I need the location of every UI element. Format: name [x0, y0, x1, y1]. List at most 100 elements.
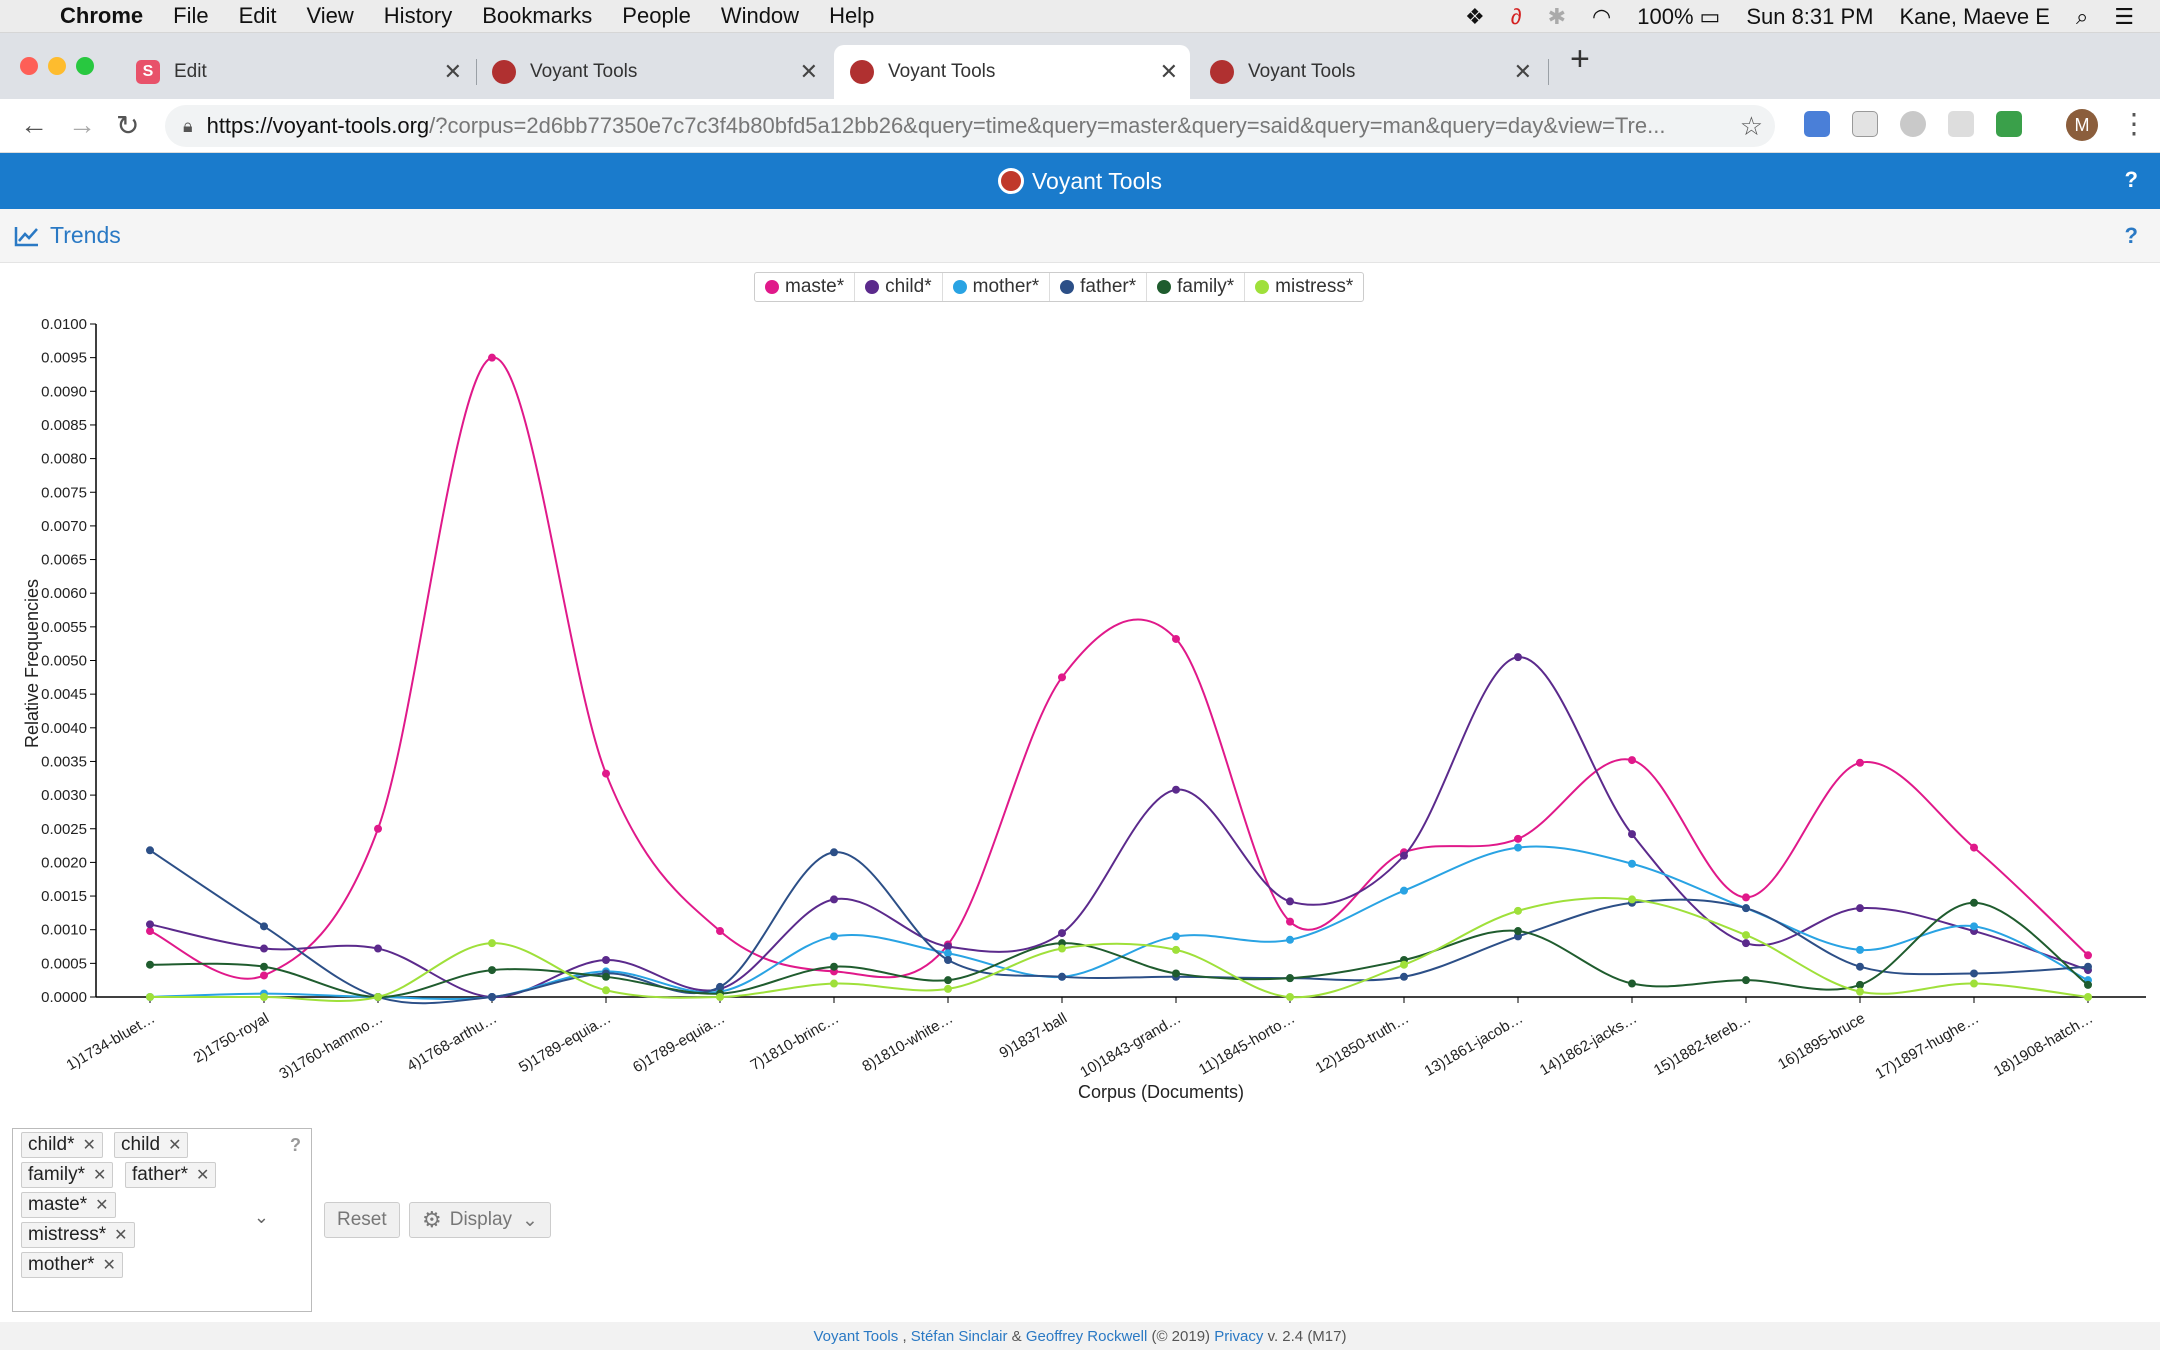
acrobat-icon[interactable]: ∂: [1510, 3, 1522, 29]
panel-title[interactable]: Trends: [50, 222, 121, 248]
panel-help-button[interactable]: ?: [2124, 223, 2138, 248]
extension-icon[interactable]: [1948, 111, 1974, 137]
legend-dot: [1060, 280, 1075, 294]
remove-tag-icon[interactable]: ✕: [195, 1167, 210, 1184]
spotlight-icon[interactable]: ⌕: [2075, 3, 2089, 29]
menu-window[interactable]: Window: [720, 3, 800, 28]
close-icon[interactable]: ✕: [1513, 59, 1532, 84]
tab-edit[interactable]: S Edit ✕: [124, 45, 474, 99]
remove-tag-icon[interactable]: ✕: [95, 1197, 109, 1214]
tab-voyant-2-active[interactable]: Voyant Tools ✕: [834, 45, 1190, 99]
data-point-mother: [1514, 843, 1522, 852]
s-icon: S: [136, 60, 160, 84]
data-point-child: [1058, 929, 1066, 938]
window-minimize-button[interactable]: [48, 57, 66, 75]
bookmark-star-icon[interactable]: ☆: [1739, 110, 1763, 141]
tab-voyant-1[interactable]: Voyant Tools ✕: [480, 45, 830, 99]
x-tick-label: 18)1908-hatch…: [1991, 1010, 2096, 1081]
dropbox-icon[interactable]: ❖: [1464, 3, 1485, 29]
data-point-father: [146, 846, 154, 855]
footer-privacy-link[interactable]: Privacy: [1214, 1327, 1264, 1345]
close-icon[interactable]: ✕: [1159, 59, 1178, 84]
forward-arrow-icon[interactable]: →: [68, 109, 96, 140]
reset-button[interactable]: Reset: [324, 1202, 400, 1238]
data-point-mistress: [1970, 979, 1978, 988]
profile-avatar[interactable]: M: [2066, 109, 2098, 141]
y-tick-label: 0.0090: [41, 383, 87, 400]
remove-tag-icon[interactable]: ✕: [114, 1227, 128, 1244]
window-zoom-button[interactable]: [76, 57, 94, 75]
display-button[interactable]: ⚙ Display ⌄: [409, 1202, 551, 1238]
data-point-mistress: [1514, 906, 1522, 915]
query-tag[interactable]: child* ✕: [21, 1132, 103, 1158]
battery-icon[interactable]: ▭: [1699, 3, 1721, 29]
data-point-father: [1970, 969, 1978, 978]
data-point-family: [1286, 974, 1294, 983]
bluetooth-icon[interactable]: ✱: [1547, 3, 1567, 29]
query-tag[interactable]: mother* ✕: [21, 1252, 123, 1278]
menu-people[interactable]: People: [622, 3, 691, 28]
remove-tag-icon[interactable]: ✕: [102, 1257, 116, 1274]
extension-icon[interactable]: [1804, 111, 1830, 137]
google-extension-icon[interactable]: [1996, 111, 2022, 137]
menu-user[interactable]: Kane, Maeve E: [1899, 3, 2050, 29]
legend-item-mother[interactable]: mother*: [943, 273, 1051, 301]
query-tag[interactable]: father* ✕: [125, 1162, 217, 1188]
window-close-button[interactable]: [20, 57, 38, 75]
query-tag[interactable]: child ✕: [114, 1132, 189, 1158]
menu-help[interactable]: Help: [829, 3, 875, 28]
remove-tag-icon[interactable]: ✕: [168, 1137, 182, 1154]
close-icon[interactable]: ✕: [443, 59, 462, 84]
query-tag[interactable]: mistress* ✕: [21, 1222, 135, 1248]
document-extension-icon[interactable]: [1852, 111, 1878, 137]
voyant-title[interactable]: Voyant Tools: [1031, 167, 1162, 194]
gear-icon: ⚙: [422, 1207, 442, 1232]
data-point-maste: [1172, 634, 1180, 643]
wifi-icon[interactable]: ◠: [1592, 3, 1612, 29]
menu-view[interactable]: View: [306, 3, 354, 28]
legend-item-child[interactable]: child*: [855, 273, 943, 301]
y-tick-label: 0.0080: [41, 451, 87, 468]
notification-center-icon[interactable]: ☰: [2114, 3, 2134, 29]
chevron-down-icon[interactable]: ⌄: [253, 1207, 269, 1227]
tab-voyant-3[interactable]: Voyant Tools ✕: [1194, 45, 1544, 99]
remove-tag-icon[interactable]: ✕: [93, 1167, 107, 1184]
legend-dot: [765, 280, 779, 294]
x-tick-label: 14)1862-jacks…: [1537, 1010, 1640, 1079]
menu-app-name[interactable]: Chrome: [60, 3, 144, 28]
tags-help-button[interactable]: ?: [290, 1135, 301, 1155]
data-point-mistress: [1628, 895, 1636, 904]
x-tick-label: 8)1810-white…: [859, 1010, 956, 1076]
new-tab-button[interactable]: +: [1570, 40, 1590, 78]
lock-icon[interactable]: 🔒︎: [183, 115, 193, 136]
tab-label: Voyant Tools: [530, 61, 638, 82]
address-bar[interactable]: 🔒︎ https://voyant-tools.org /?corpus=2d6…: [165, 105, 1775, 147]
footer-author-sinclair[interactable]: Stéfan Sinclair: [910, 1327, 1008, 1345]
data-point-father: [716, 982, 724, 991]
voyant-icon: [850, 60, 874, 84]
reload-icon[interactable]: ↻: [116, 110, 140, 141]
menu-edit[interactable]: Edit: [238, 3, 277, 28]
legend-item-maste[interactable]: maste*: [755, 273, 856, 301]
menu-bookmarks[interactable]: Bookmarks: [482, 3, 593, 28]
menu-file[interactable]: File: [173, 3, 209, 28]
legend-item-mistress[interactable]: mistress*: [1245, 273, 1363, 301]
menu-history[interactable]: History: [383, 3, 453, 28]
remove-tag-icon[interactable]: ✕: [82, 1137, 96, 1154]
skype-icon[interactable]: [1900, 111, 1926, 137]
data-point-mistress: [488, 939, 496, 948]
legend-item-family[interactable]: family*: [1147, 273, 1246, 301]
back-arrow-icon[interactable]: ←: [20, 109, 48, 140]
footer-voyant-link[interactable]: Voyant Tools: [813, 1327, 899, 1345]
query-tag[interactable]: maste* ✕: [21, 1192, 116, 1218]
battery-level[interactable]: 100%: [1637, 3, 1694, 29]
legend-item-father[interactable]: father*: [1050, 273, 1148, 301]
query-tag[interactable]: family* ✕: [21, 1162, 114, 1188]
menu-clock[interactable]: Sun 8:31 PM: [1746, 3, 1874, 29]
voyant-help-button[interactable]: ?: [2124, 167, 2138, 192]
close-icon[interactable]: ✕: [799, 59, 818, 84]
chrome-menu-icon[interactable]: ⋮: [2120, 108, 2148, 139]
y-tick-label: 0.0060: [41, 585, 87, 602]
footer-author-rockwell[interactable]: Geoffrey Rockwell: [1025, 1327, 1148, 1345]
query-tag-field[interactable]: child* ✕ child ✕ family* ✕ father* ✕ maste* ✕…: [12, 1128, 312, 1312]
